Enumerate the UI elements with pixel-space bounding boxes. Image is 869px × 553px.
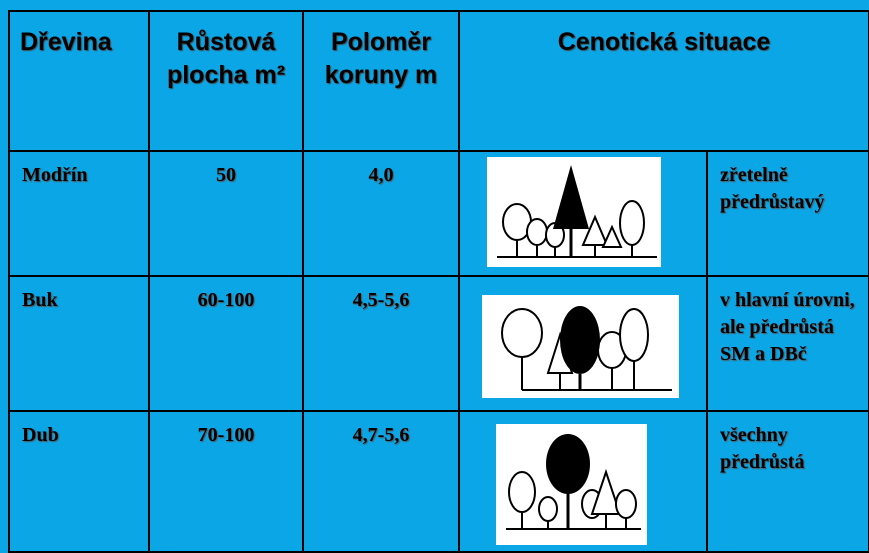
header-row: Dřevina Růstová plocha m² Poloměr koruny… <box>9 11 869 151</box>
cell: zřetelně předrůstavý <box>707 151 869 276</box>
header-cell: Poloměr koruny m <box>303 11 459 151</box>
cell: 70-100 <box>149 411 303 552</box>
row: Dub 70-100 4,7-5,6 všechny předrůstá <box>9 411 869 552</box>
cell: 60-100 <box>149 276 303 411</box>
header-cell: Cenotická situace <box>459 11 869 151</box>
cell: Dub <box>9 411 149 552</box>
cell: všechny předrůstá <box>707 411 869 552</box>
cell: 4,7-5,6 <box>303 411 459 552</box>
cell: 4,0 <box>303 151 459 276</box>
tree-illustration <box>482 295 679 398</box>
image-cell <box>459 276 707 411</box>
slide: Dřevina Růstová plocha m² Poloměr koruny… <box>0 0 869 552</box>
cell: Modřín <box>9 151 149 276</box>
header-cell: Růstová plocha m² <box>149 11 303 151</box>
image-cell <box>459 151 707 276</box>
row: Buk 60-100 4,5-5,6 v hlavní úrovni, ale … <box>9 276 869 411</box>
cell: 4,5-5,6 <box>303 276 459 411</box>
table: Dřevina Růstová plocha m² Poloměr koruny… <box>8 10 869 553</box>
tree-illustration <box>496 424 647 545</box>
cell: v hlavní úrovni, ale předrůstá SM a DBč <box>707 276 869 411</box>
row: Modřín 50 4,0 zřetelně předrůstavý <box>9 151 869 276</box>
image-cell <box>459 411 707 552</box>
tree-illustration <box>487 157 661 267</box>
header-cell: Dřevina <box>9 11 149 151</box>
cell: Buk <box>9 276 149 411</box>
cell: 50 <box>149 151 303 276</box>
